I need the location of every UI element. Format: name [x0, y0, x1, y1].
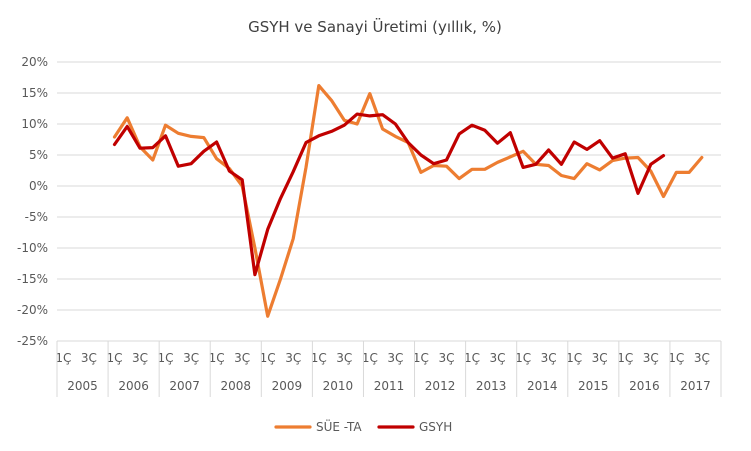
- legend: SÜE -TA GSYH: [274, 418, 452, 434]
- y-tick-label: 5%: [29, 148, 48, 162]
- year-label: 2016: [629, 379, 660, 393]
- quarter-tick-label: 1Ç: [260, 351, 276, 365]
- quarter-tick-label: 1Ç: [106, 351, 122, 365]
- year-label: 2006: [118, 379, 149, 393]
- quarter-tick-label: 3Ç: [81, 351, 97, 365]
- y-axis-tick-labels: 20% 15% 10% 5% 0% -5% -10% -15% -20% -25%: [17, 55, 48, 348]
- quarter-tick-label: 3Ç: [336, 351, 352, 365]
- quarter-tick-label: 3Ç: [438, 351, 454, 365]
- quarter-tick-label: 3Ç: [694, 351, 710, 365]
- quarter-tick-label: 1Ç: [515, 351, 531, 365]
- year-label: 2010: [323, 379, 354, 393]
- year-label: 2012: [425, 379, 456, 393]
- quarter-tick-label: 1Ç: [158, 351, 174, 365]
- y-tick-label: -5%: [25, 210, 48, 224]
- quarter-tick-label: 3Ç: [490, 351, 506, 365]
- y-tick-label: 10%: [21, 117, 48, 131]
- quarter-tick-label: 1Ç: [311, 351, 327, 365]
- year-label: 2005: [67, 379, 98, 393]
- quarter-tick-label: 3Ç: [592, 351, 608, 365]
- series-line-gsyh: [112, 112, 666, 277]
- y-tick-label: -25%: [17, 334, 48, 348]
- quarter-tick-label: 1Ç: [362, 351, 378, 365]
- quarter-tick-label: 3Ç: [387, 351, 403, 365]
- year-label: 2008: [220, 379, 251, 393]
- quarter-tick-label: 3Ç: [234, 351, 250, 365]
- y-tick-label: -15%: [17, 272, 48, 286]
- x-axis: 1Ç 3Ç 1Ç 3Ç 1Ç 3Ç 1Ç 3Ç 1Ç 3Ç 1Ç 3Ç 1Ç 3Ç 1Ç 3Ç 1Ç 3Ç 1Ç 3Ç…: [55, 341, 722, 397]
- year-label: 2013: [476, 379, 507, 393]
- quarter-tick-label: 1Ç: [668, 351, 684, 365]
- quarter-tick-label: 1Ç: [55, 351, 71, 365]
- year-label: 2009: [272, 379, 303, 393]
- quarter-tick-label: 3Ç: [183, 351, 199, 365]
- quarter-tick-label: 3Ç: [285, 351, 301, 365]
- year-label: 2007: [169, 379, 200, 393]
- series-line-s-e-ta: [112, 83, 704, 318]
- year-label: 2014: [527, 379, 558, 393]
- year-label: 2015: [578, 379, 609, 393]
- chart-title: GSYH ve Sanayi Üretimi (yıllık, %): [248, 17, 502, 36]
- quarter-tick-label: 3Ç: [132, 351, 148, 365]
- y-tick-label: -10%: [17, 241, 48, 255]
- gridlines: [57, 61, 721, 342]
- legend-label: GSYH: [419, 420, 452, 434]
- legend-label: SÜE -TA: [316, 418, 362, 434]
- quarter-tick-label: 3Ç: [643, 351, 659, 365]
- quarter-tick-label: 3Ç: [541, 351, 557, 365]
- quarter-tick-label: 1Ç: [413, 351, 429, 365]
- quarter-tick-label: 1Ç: [209, 351, 225, 365]
- series-lines: [112, 83, 704, 318]
- quarter-tick-label: 1Ç: [566, 351, 582, 365]
- year-label: 2011: [374, 379, 405, 393]
- year-label: 2017: [680, 379, 711, 393]
- y-tick-label: 0%: [29, 179, 48, 193]
- quarter-tick-label: 1Ç: [617, 351, 633, 365]
- y-tick-label: 15%: [21, 86, 48, 100]
- y-tick-label: -20%: [17, 303, 48, 317]
- quarter-tick-label: 1Ç: [464, 351, 480, 365]
- y-tick-label: 20%: [21, 55, 48, 69]
